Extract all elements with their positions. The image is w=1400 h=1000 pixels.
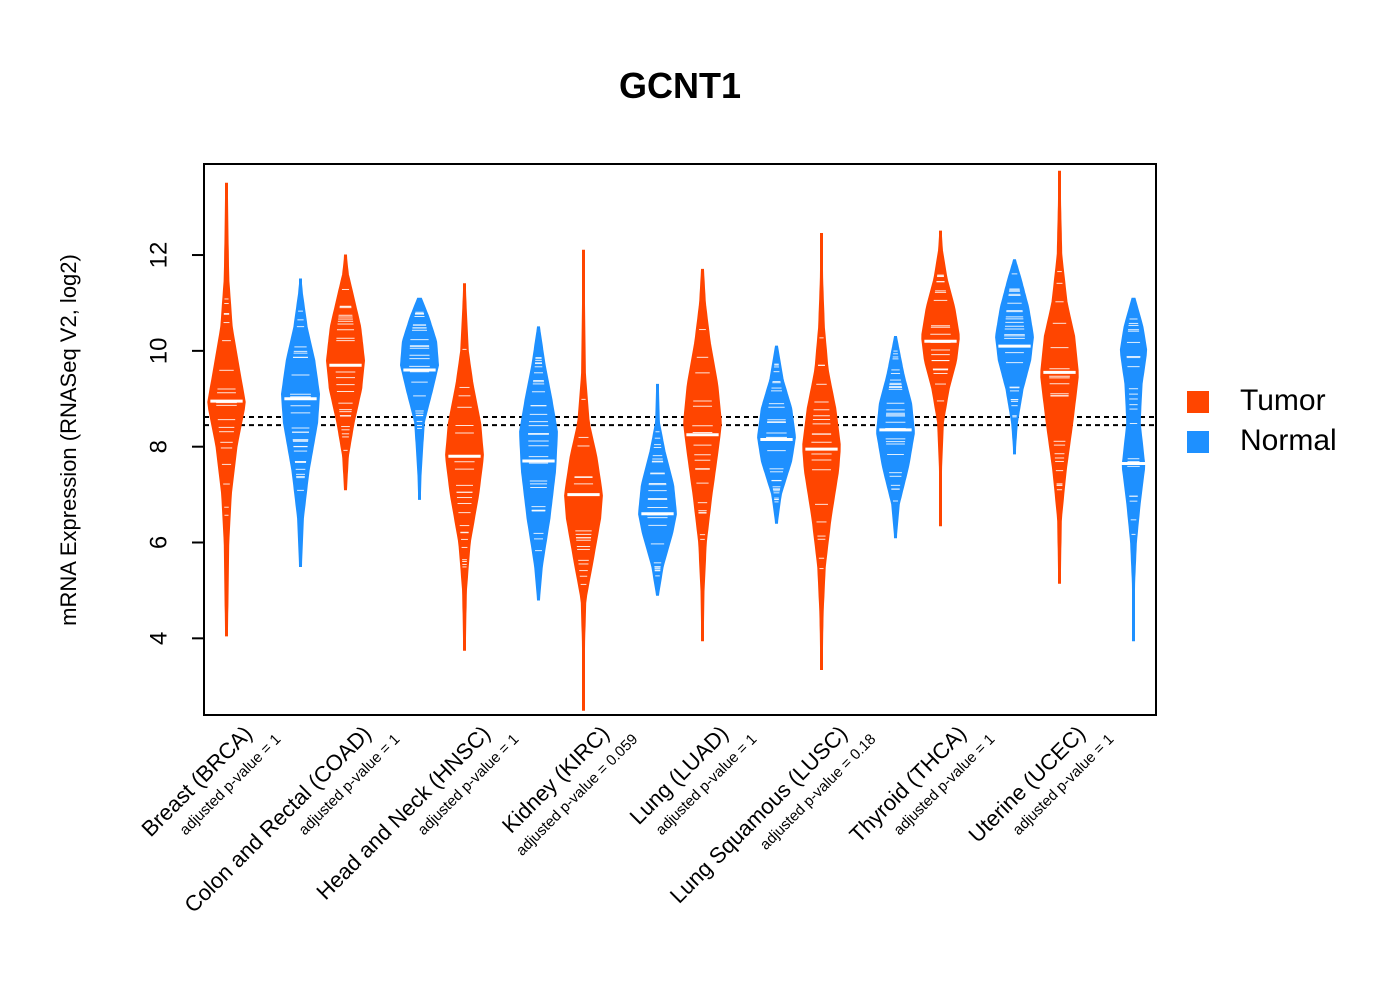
normal-violin xyxy=(995,259,1034,455)
tumor-violin-body xyxy=(802,233,841,670)
normal-violin xyxy=(399,297,440,500)
tumor-violin-body xyxy=(564,249,603,711)
y-axis: 4 6 8 10 12 xyxy=(145,242,204,645)
chart-title: GCNT1 xyxy=(619,65,741,106)
tumor-violin xyxy=(445,283,484,651)
normal-violin-body xyxy=(757,345,796,524)
normal-violin xyxy=(876,336,915,539)
normal-violin xyxy=(638,383,677,596)
normal-violin-body xyxy=(638,383,677,596)
tumor-violin xyxy=(564,249,603,711)
plot-frame xyxy=(203,163,1157,716)
tumor-violin xyxy=(1040,170,1079,584)
legend-label-normal: Normal xyxy=(1240,424,1337,457)
y-tick-label: 12 xyxy=(145,242,172,269)
violins xyxy=(207,170,1150,711)
tumor-violin-body xyxy=(1040,170,1079,584)
normal-violin-body xyxy=(280,278,321,567)
legend-swatch-tumor xyxy=(1187,391,1209,413)
legend: Tumor Normal xyxy=(1187,384,1337,457)
y-tick-label: 10 xyxy=(145,338,172,365)
y-tick-label: 4 xyxy=(145,632,172,645)
normal-violin xyxy=(519,326,558,601)
tumor-violin xyxy=(207,182,246,637)
reference-lines xyxy=(204,415,1156,427)
legend-swatch-normal xyxy=(1187,431,1209,453)
tumor-violin xyxy=(802,233,841,670)
normal-violin-body xyxy=(1119,297,1148,642)
normal-violin-body xyxy=(876,336,915,539)
legend-label-tumor: Tumor xyxy=(1240,384,1326,417)
tumor-violin xyxy=(921,230,960,527)
y-tick-label: 8 xyxy=(145,440,172,453)
tumor-violin-body xyxy=(445,283,484,651)
normal-violin-body xyxy=(995,259,1034,455)
normal-violin xyxy=(280,278,321,567)
tumor-violin xyxy=(683,268,722,642)
tumor-violin xyxy=(325,254,366,491)
y-tick-label: 6 xyxy=(145,536,172,549)
tumor-violin-body xyxy=(921,230,960,527)
y-axis-label: mRNA Expression (RNASeq V2, log2) xyxy=(56,254,81,626)
normal-violin xyxy=(757,345,796,524)
tumor-violin-body xyxy=(207,182,246,637)
normal-violin xyxy=(1117,297,1150,642)
